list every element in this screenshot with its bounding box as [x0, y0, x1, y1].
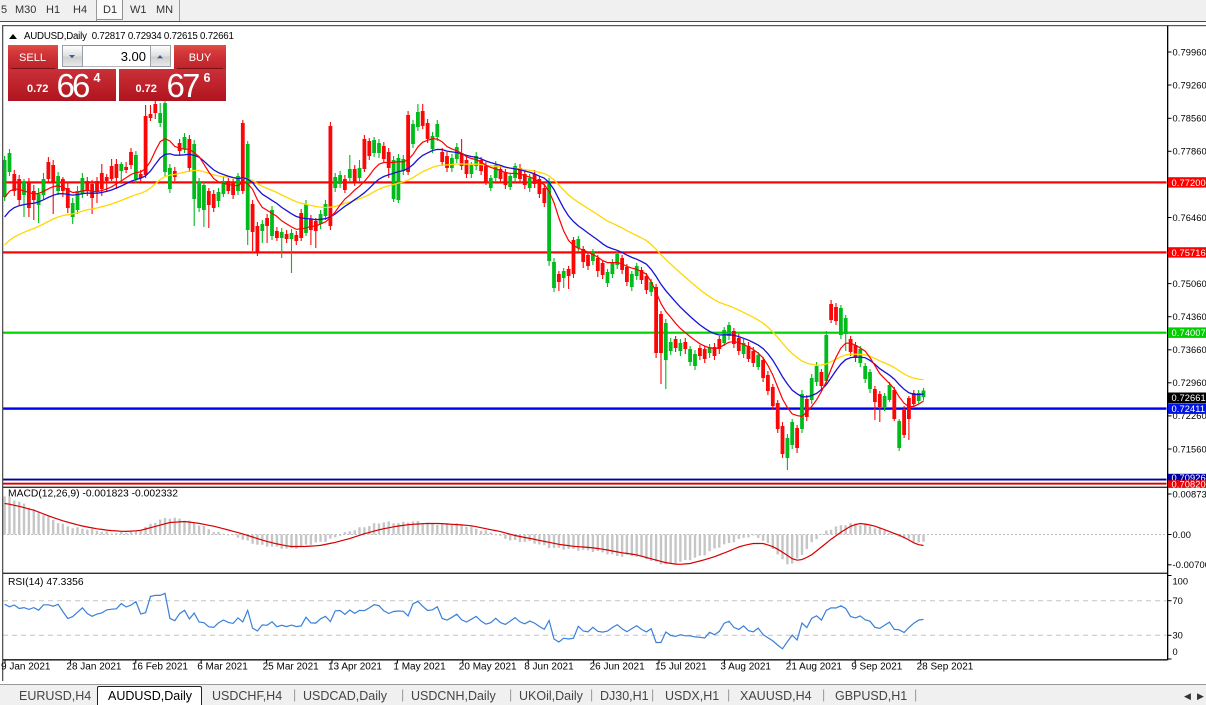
svg-text:28 Jan 2021: 28 Jan 2021 — [66, 662, 121, 673]
svg-text:100: 100 — [1173, 576, 1189, 586]
svg-text:0.77200: 0.77200 — [1172, 178, 1206, 188]
svg-text:26 Jun 2021: 26 Jun 2021 — [590, 662, 645, 673]
svg-text:9 Jan 2021: 9 Jan 2021 — [1, 662, 51, 673]
svg-text:21 Aug 2021: 21 Aug 2021 — [786, 662, 843, 673]
svg-text:0.76460: 0.76460 — [1173, 213, 1206, 223]
svg-text:25 Mar 2021: 25 Mar 2021 — [263, 662, 320, 673]
svg-text:28 Sep 2021: 28 Sep 2021 — [917, 662, 974, 673]
svg-text:0.00: 0.00 — [1173, 530, 1192, 540]
svg-text:MACD(12,26,9) -0.001823 -0.002: MACD(12,26,9) -0.001823 -0.002332 — [8, 489, 178, 500]
svg-text:30: 30 — [1173, 631, 1183, 641]
svg-text:8 Jun 2021: 8 Jun 2021 — [524, 662, 574, 673]
svg-text:0.77860: 0.77860 — [1173, 147, 1206, 157]
svg-text:15 Jul 2021: 15 Jul 2021 — [655, 662, 707, 673]
svg-text:RSI(14) 47.3356: RSI(14) 47.3356 — [8, 577, 84, 588]
svg-text:0.70926: 0.70926 — [1172, 473, 1206, 483]
svg-text:0.70820: 0.70820 — [1172, 480, 1206, 490]
svg-text:6 Mar 2021: 6 Mar 2021 — [197, 662, 248, 673]
svg-text:0.74360: 0.74360 — [1173, 312, 1206, 322]
svg-text:0.71560: 0.71560 — [1173, 444, 1206, 454]
svg-text:0.008739: 0.008739 — [1173, 489, 1206, 499]
svg-text:0.79960: 0.79960 — [1173, 47, 1206, 57]
svg-text:0.75060: 0.75060 — [1173, 279, 1206, 289]
svg-text:0.73660: 0.73660 — [1173, 345, 1206, 355]
svg-text:0.78560: 0.78560 — [1173, 114, 1206, 124]
svg-text:0.74007: 0.74007 — [1172, 328, 1206, 338]
svg-text:0.72661: 0.72661 — [1172, 393, 1206, 403]
svg-text:-0.00700: -0.00700 — [1173, 560, 1206, 570]
svg-text:0.79260: 0.79260 — [1173, 80, 1206, 90]
svg-text:0.72411: 0.72411 — [1172, 404, 1206, 414]
svg-text:0: 0 — [1173, 647, 1178, 657]
svg-text:0.75716: 0.75716 — [1172, 248, 1206, 258]
svg-text:0.72960: 0.72960 — [1173, 378, 1206, 388]
svg-text:9 Sep 2021: 9 Sep 2021 — [851, 662, 903, 673]
svg-text:20 May 2021: 20 May 2021 — [459, 662, 517, 673]
svg-text:0.72260: 0.72260 — [1173, 411, 1206, 421]
svg-text:1 May 2021: 1 May 2021 — [393, 662, 446, 673]
svg-text:70: 70 — [1173, 596, 1183, 606]
svg-text:3 Aug 2021: 3 Aug 2021 — [720, 662, 771, 673]
svg-text:13 Apr 2021: 13 Apr 2021 — [328, 662, 382, 673]
svg-text:16 Feb 2021: 16 Feb 2021 — [132, 662, 189, 673]
